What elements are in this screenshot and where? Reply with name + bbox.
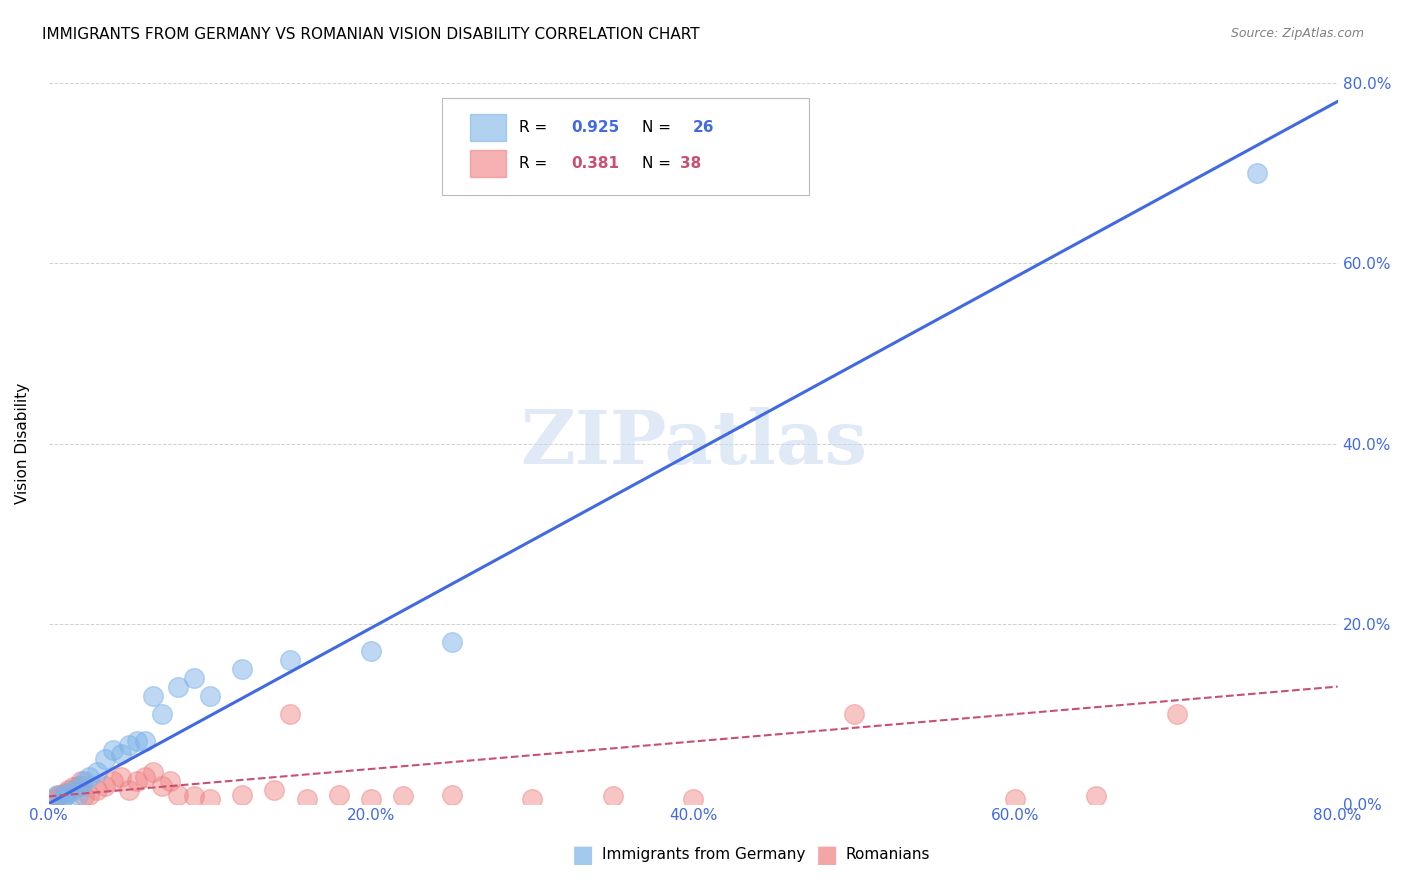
Point <box>150 779 173 793</box>
Text: 38: 38 <box>681 156 702 171</box>
Text: Source: ZipAtlas.com: Source: ZipAtlas.com <box>1230 27 1364 40</box>
Text: R =: R = <box>519 120 553 135</box>
Point <box>42 792 65 806</box>
Point <box>360 643 382 657</box>
Point <box>142 765 165 780</box>
Point <box>280 706 302 721</box>
Point <box>110 747 132 761</box>
Point <box>86 783 108 797</box>
Point <box>159 774 181 789</box>
Point <box>1166 706 1188 721</box>
Point <box>440 634 463 648</box>
Point <box>66 779 89 793</box>
Point <box>295 792 318 806</box>
Point <box>231 662 253 676</box>
Text: R =: R = <box>519 156 553 171</box>
Text: ZIPatlas: ZIPatlas <box>520 407 866 480</box>
Point <box>134 733 156 747</box>
Point <box>328 788 350 802</box>
Point <box>263 783 285 797</box>
Point <box>62 783 84 797</box>
Point <box>62 780 84 795</box>
FancyBboxPatch shape <box>441 98 810 195</box>
Bar <box>470 150 506 178</box>
Point <box>198 689 221 703</box>
Point <box>166 788 188 802</box>
Point <box>134 770 156 784</box>
Point <box>520 792 543 806</box>
Point <box>53 789 76 804</box>
Point <box>183 671 205 685</box>
Point <box>56 783 79 797</box>
Point <box>682 792 704 806</box>
Point <box>127 774 149 789</box>
Point <box>77 770 100 784</box>
Bar <box>470 113 506 141</box>
Point <box>45 789 67 804</box>
Point <box>1246 166 1268 180</box>
Point <box>103 774 125 789</box>
Y-axis label: Vision Disability: Vision Disability <box>15 383 30 504</box>
Point <box>103 742 125 756</box>
Text: N =: N = <box>641 156 675 171</box>
Point <box>45 788 67 802</box>
Point <box>602 789 624 804</box>
Text: ■: ■ <box>572 843 595 866</box>
Text: Immigrants from Germany: Immigrants from Germany <box>602 847 806 862</box>
Point <box>280 652 302 666</box>
Point <box>73 774 96 789</box>
Point <box>118 783 141 797</box>
Point <box>110 770 132 784</box>
Point <box>70 779 93 793</box>
Point <box>142 689 165 703</box>
Point <box>51 792 73 806</box>
Point <box>56 786 79 800</box>
Point <box>86 765 108 780</box>
Point <box>49 788 72 802</box>
Text: Romanians: Romanians <box>845 847 929 862</box>
Point <box>127 733 149 747</box>
Text: ■: ■ <box>815 843 838 866</box>
Point <box>198 792 221 806</box>
Point <box>166 680 188 694</box>
Text: IMMIGRANTS FROM GERMANY VS ROMANIAN VISION DISABILITY CORRELATION CHART: IMMIGRANTS FROM GERMANY VS ROMANIAN VISI… <box>42 27 700 42</box>
Text: 26: 26 <box>693 120 714 135</box>
Text: N =: N = <box>641 120 675 135</box>
Point <box>360 792 382 806</box>
Point <box>1084 789 1107 804</box>
Point <box>94 751 117 765</box>
Point <box>53 786 76 800</box>
Point <box>231 788 253 802</box>
Point <box>183 789 205 804</box>
Point <box>94 779 117 793</box>
Point <box>66 788 89 802</box>
Point <box>77 788 100 802</box>
Point <box>118 738 141 752</box>
Point <box>150 706 173 721</box>
Point <box>844 706 866 721</box>
Text: 0.925: 0.925 <box>571 120 619 135</box>
Point <box>440 788 463 802</box>
Point <box>392 789 415 804</box>
Text: 0.381: 0.381 <box>571 156 619 171</box>
Point <box>70 774 93 789</box>
Point <box>73 789 96 804</box>
Point <box>1004 792 1026 806</box>
